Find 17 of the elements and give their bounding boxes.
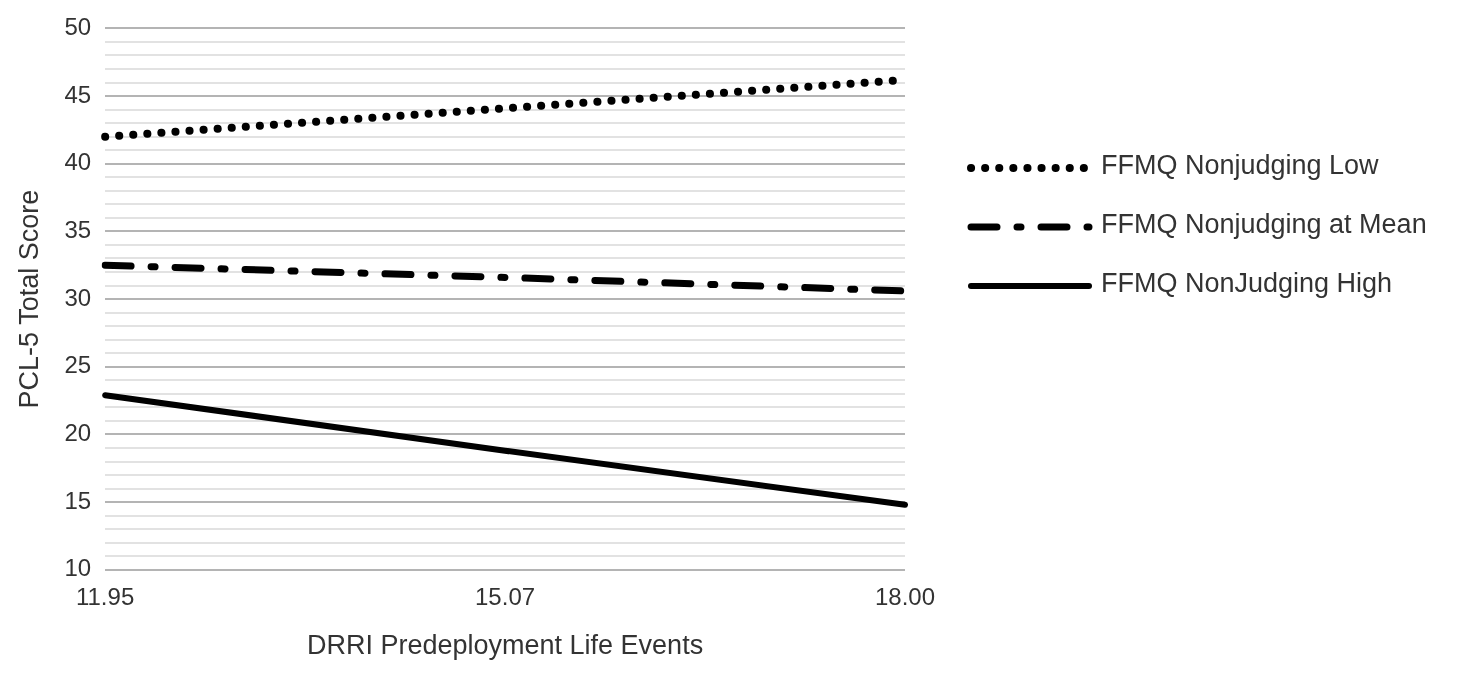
- y-tick-label: 40: [64, 148, 92, 176]
- legend-label: FFMQ Nonjudging Low: [1101, 150, 1379, 181]
- y-tick-label: 15: [64, 486, 92, 514]
- y-tick-label: 45: [64, 80, 92, 108]
- y-tick-label: 20: [64, 419, 92, 447]
- y-tick-label: 25: [64, 351, 92, 379]
- x-tick-label: 11.95: [75, 582, 135, 610]
- x-axis-title: DRRI Predeployment Life Events: [306, 630, 704, 661]
- y-axis-title: PCL-5 Total Score: [13, 189, 44, 409]
- legend-label: FFMQ NonJudging High: [1101, 268, 1393, 299]
- y-tick-label: 50: [64, 13, 92, 41]
- x-tick-label: 18.00: [874, 582, 936, 610]
- y-tick-label: 35: [64, 216, 92, 244]
- y-tick-label: 30: [64, 283, 92, 311]
- y-tick-label: 10: [64, 554, 92, 582]
- legend-label: FFMQ Nonjudging at Mean: [1101, 209, 1427, 240]
- x-tick-label: 15.07: [475, 582, 536, 610]
